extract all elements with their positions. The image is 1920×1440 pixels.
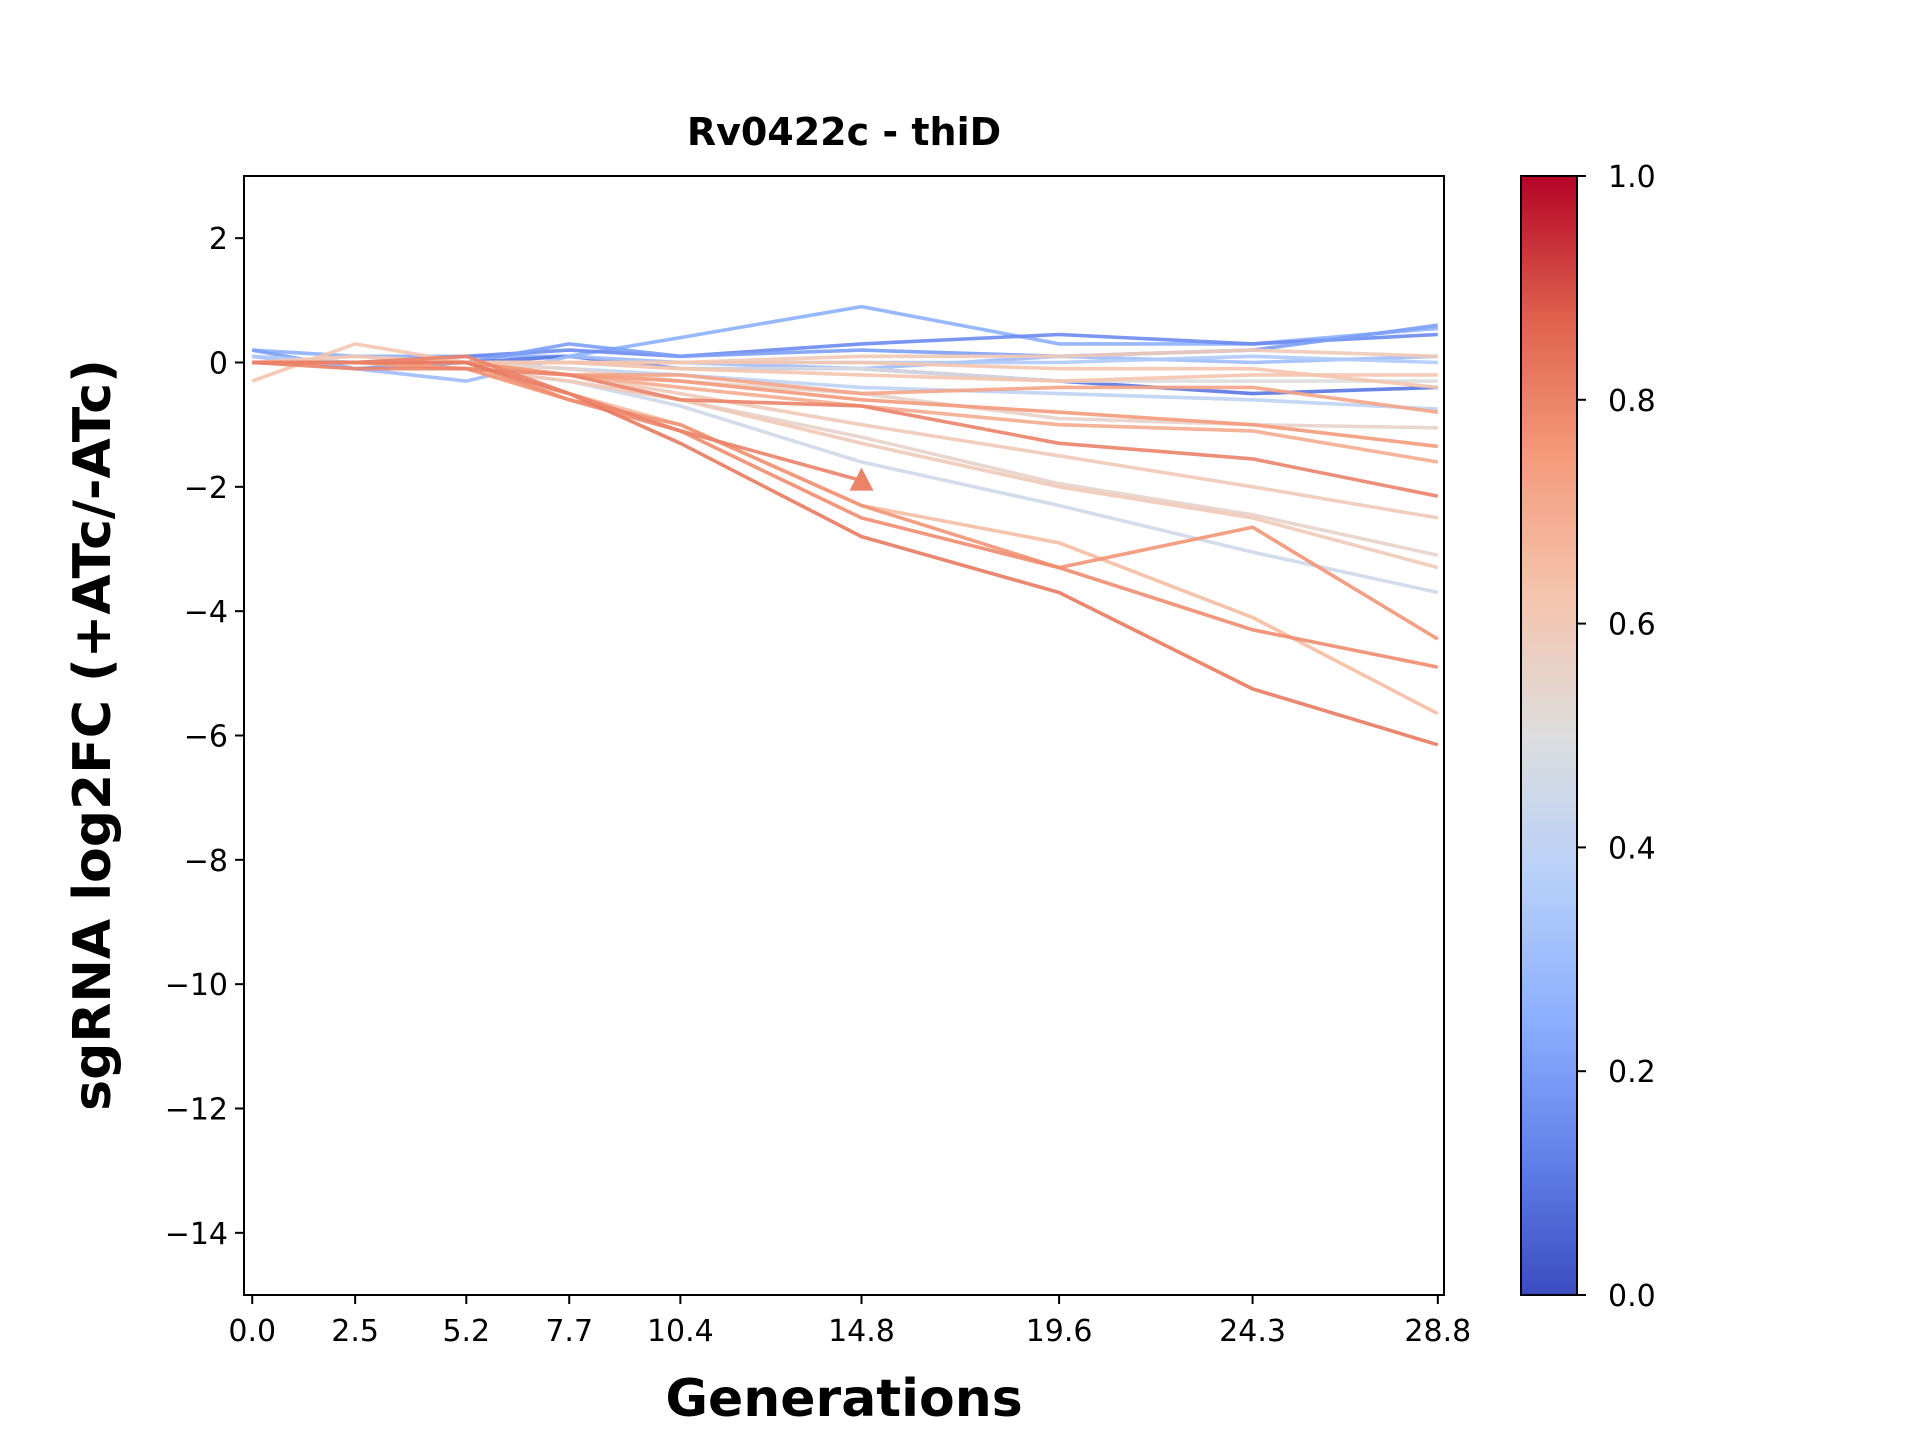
series-line-24: [252, 354, 862, 483]
x-axis-label: Generations: [665, 1369, 1022, 1429]
x-tick-label: 24.3: [1219, 1314, 1286, 1349]
y-tick-label: −2: [184, 471, 228, 506]
x-axis-ticks: 0.0 2.5 5.2 7.7 10.4 14.8 19.6 24.3 28.8: [228, 1295, 1471, 1349]
colorbar-ticks: 0.0 0.2 0.4 0.6 0.8 1.0: [1577, 160, 1656, 1314]
colorbar-tick-label: 0.2: [1608, 1055, 1656, 1090]
x-tick-label: 2.5: [331, 1314, 379, 1349]
chart-title: Rv0422c - thiD: [687, 110, 1001, 154]
y-tick-label: −6: [184, 720, 228, 755]
x-tick-label: 0.0: [228, 1314, 276, 1349]
y-tick-label: −10: [165, 968, 228, 1003]
x-tick-label: 19.6: [1026, 1314, 1093, 1349]
x-tick-label: 7.7: [545, 1314, 593, 1349]
series-line-14: [251, 342, 1438, 383]
x-tick-label: 28.8: [1404, 1314, 1471, 1349]
series-line-20: [252, 360, 1439, 641]
y-axis-ticks: 2 0 −2 −4 −6 −8 −10 −12 −14: [165, 222, 244, 1252]
series-line-22: [252, 360, 1439, 498]
colorbar-tick-label: 0.8: [1608, 384, 1656, 419]
y-tick-label: −8: [184, 844, 228, 879]
colorbar-tick-label: 0.0: [1608, 1279, 1656, 1314]
x-tick-label: 14.8: [828, 1314, 895, 1349]
triangle-marker: [849, 467, 874, 491]
series-line-15: [252, 354, 1438, 390]
colorbar-tick-label: 0.6: [1608, 608, 1656, 643]
colorbar: [1520, 175, 1578, 1296]
y-tick-label: 0: [209, 347, 228, 382]
series-line-23: [252, 360, 1439, 747]
y-tick-label: −4: [184, 595, 228, 630]
plot-lines: [251, 304, 1439, 747]
y-tick-label: −14: [165, 1217, 228, 1252]
y-axis-label: sgRNA log2FC (+ATc/-ATc): [63, 359, 123, 1111]
colorbar-tick-label: 1.0: [1608, 160, 1656, 195]
x-tick-label: 5.2: [442, 1314, 490, 1349]
colorbar-tick-label: 0.4: [1608, 831, 1656, 866]
y-tick-label: 2: [209, 222, 228, 257]
series-line-0: [252, 304, 1438, 359]
y-tick-label: −12: [165, 1093, 228, 1128]
x-tick-label: 10.4: [647, 1314, 714, 1349]
series-line-16: [252, 360, 1439, 716]
